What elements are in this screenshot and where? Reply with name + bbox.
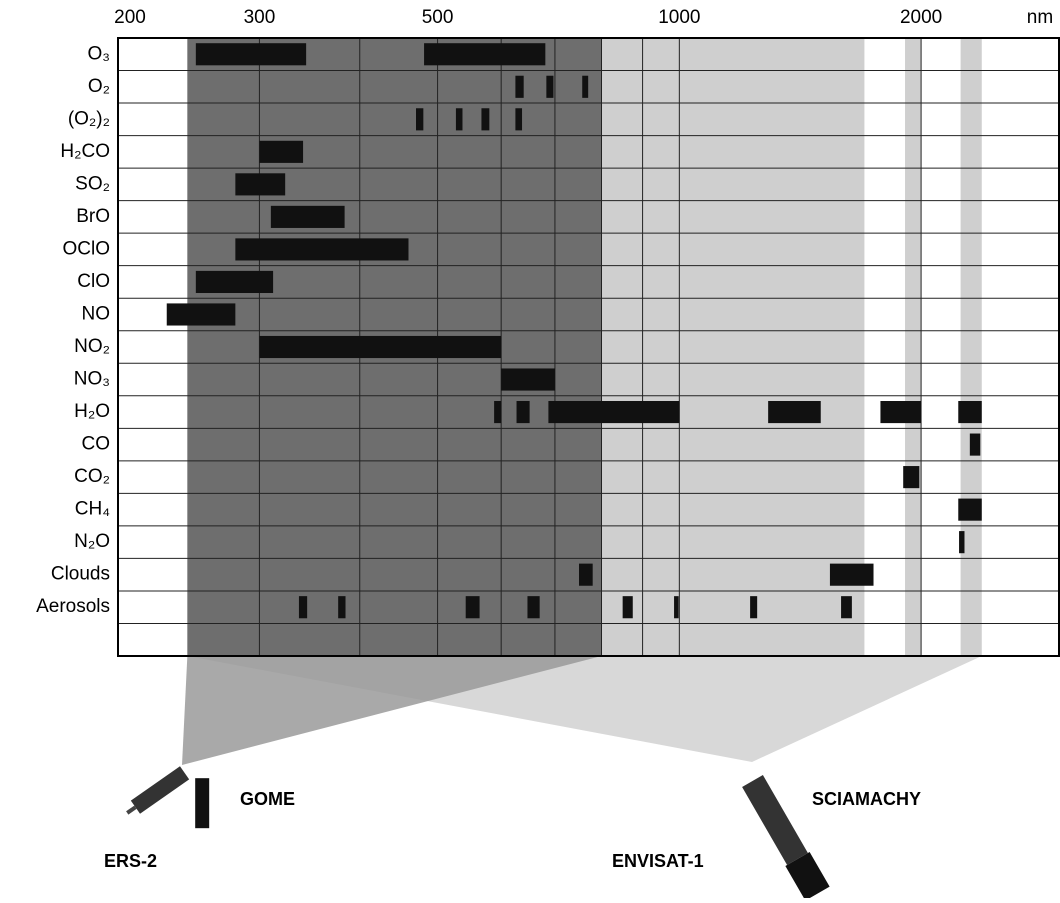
x-tick-label: 200 (114, 7, 146, 28)
range-bar (958, 498, 982, 521)
row-label: BrO (76, 206, 110, 227)
row-label: H₂O (74, 401, 110, 422)
range-bar (195, 43, 307, 66)
instrument-label: GOME (240, 789, 295, 809)
range-bar (880, 400, 922, 424)
row-label: O₂ (88, 76, 110, 97)
row-label: N₂O (74, 531, 110, 552)
range-bar (969, 433, 981, 456)
range-bar (515, 108, 523, 131)
range-bar (494, 400, 502, 424)
labels: 200 300 500 1000 2000 nm O₃ O₂ (O₂)₂ H₂CO SO₂ BrO OC… (36, 7, 1053, 617)
gome-fan (182, 656, 602, 765)
range-bar (959, 531, 965, 554)
range-bar (582, 75, 589, 98)
range-bar (958, 400, 982, 424)
row-label: ClO (77, 271, 110, 292)
row-label: CO₂ (74, 466, 110, 487)
range-bar (455, 108, 463, 131)
range-bar (516, 400, 530, 424)
shaded-range (960, 38, 982, 656)
range-bar (501, 368, 555, 391)
row-label: (O₂)₂ (68, 108, 110, 129)
range-bar (768, 400, 821, 424)
row-label: O₃ (87, 43, 110, 64)
range-bar (750, 596, 758, 619)
range-bar (841, 596, 852, 619)
range-bar (903, 466, 920, 489)
row-label: NO₂ (74, 336, 110, 357)
satellite-label: ENVISAT-1 (612, 851, 704, 871)
x-tick-label: 300 (244, 7, 276, 28)
row-label: Clouds (51, 564, 110, 585)
range-bar (259, 335, 502, 359)
range-bar (270, 205, 345, 228)
x-tick-label: 500 (422, 7, 454, 28)
row-label: CH₄ (75, 499, 110, 520)
range-bar (674, 596, 679, 619)
ers2-icon (126, 766, 210, 829)
body (130, 766, 190, 814)
row-label: CO (82, 434, 111, 455)
plot-frame (117, 37, 1060, 657)
range-bar (235, 173, 286, 196)
range-bar (235, 238, 409, 261)
range-bar (416, 108, 424, 131)
body (742, 775, 808, 865)
range-bar (548, 400, 680, 424)
row-label: OClO (63, 238, 111, 259)
range-bar (259, 140, 304, 163)
row-label: H₂CO (60, 141, 110, 162)
instrument-label: SCIAMACHY (812, 789, 921, 809)
row-label: NO (82, 303, 111, 324)
boom (126, 805, 137, 815)
row-label: Aerosols (36, 596, 110, 617)
envisat-icon (742, 775, 830, 901)
range-bar (465, 596, 480, 619)
range-bar (515, 75, 524, 98)
x-unit: nm (1027, 7, 1053, 28)
range-bar (481, 108, 490, 131)
panel (785, 851, 830, 901)
x-tick-label: 2000 (900, 7, 942, 28)
shaded-range (905, 38, 922, 656)
range-bar (578, 563, 593, 586)
range-bar (829, 563, 874, 586)
range-bar (166, 303, 236, 326)
range-bar (546, 75, 554, 98)
fans (182, 656, 982, 765)
range-bar (527, 596, 540, 619)
range-bar (195, 270, 274, 294)
satellite-label: ERS-2 (104, 851, 157, 871)
x-tick-label: 1000 (658, 7, 700, 28)
bars (166, 43, 982, 619)
range-bar (424, 43, 546, 66)
panel (195, 778, 210, 829)
row-label: SO₂ (75, 173, 110, 194)
row-label: NO₃ (74, 369, 110, 390)
range-bar (298, 596, 308, 619)
range-bar (338, 596, 346, 619)
range-bar (622, 596, 633, 619)
